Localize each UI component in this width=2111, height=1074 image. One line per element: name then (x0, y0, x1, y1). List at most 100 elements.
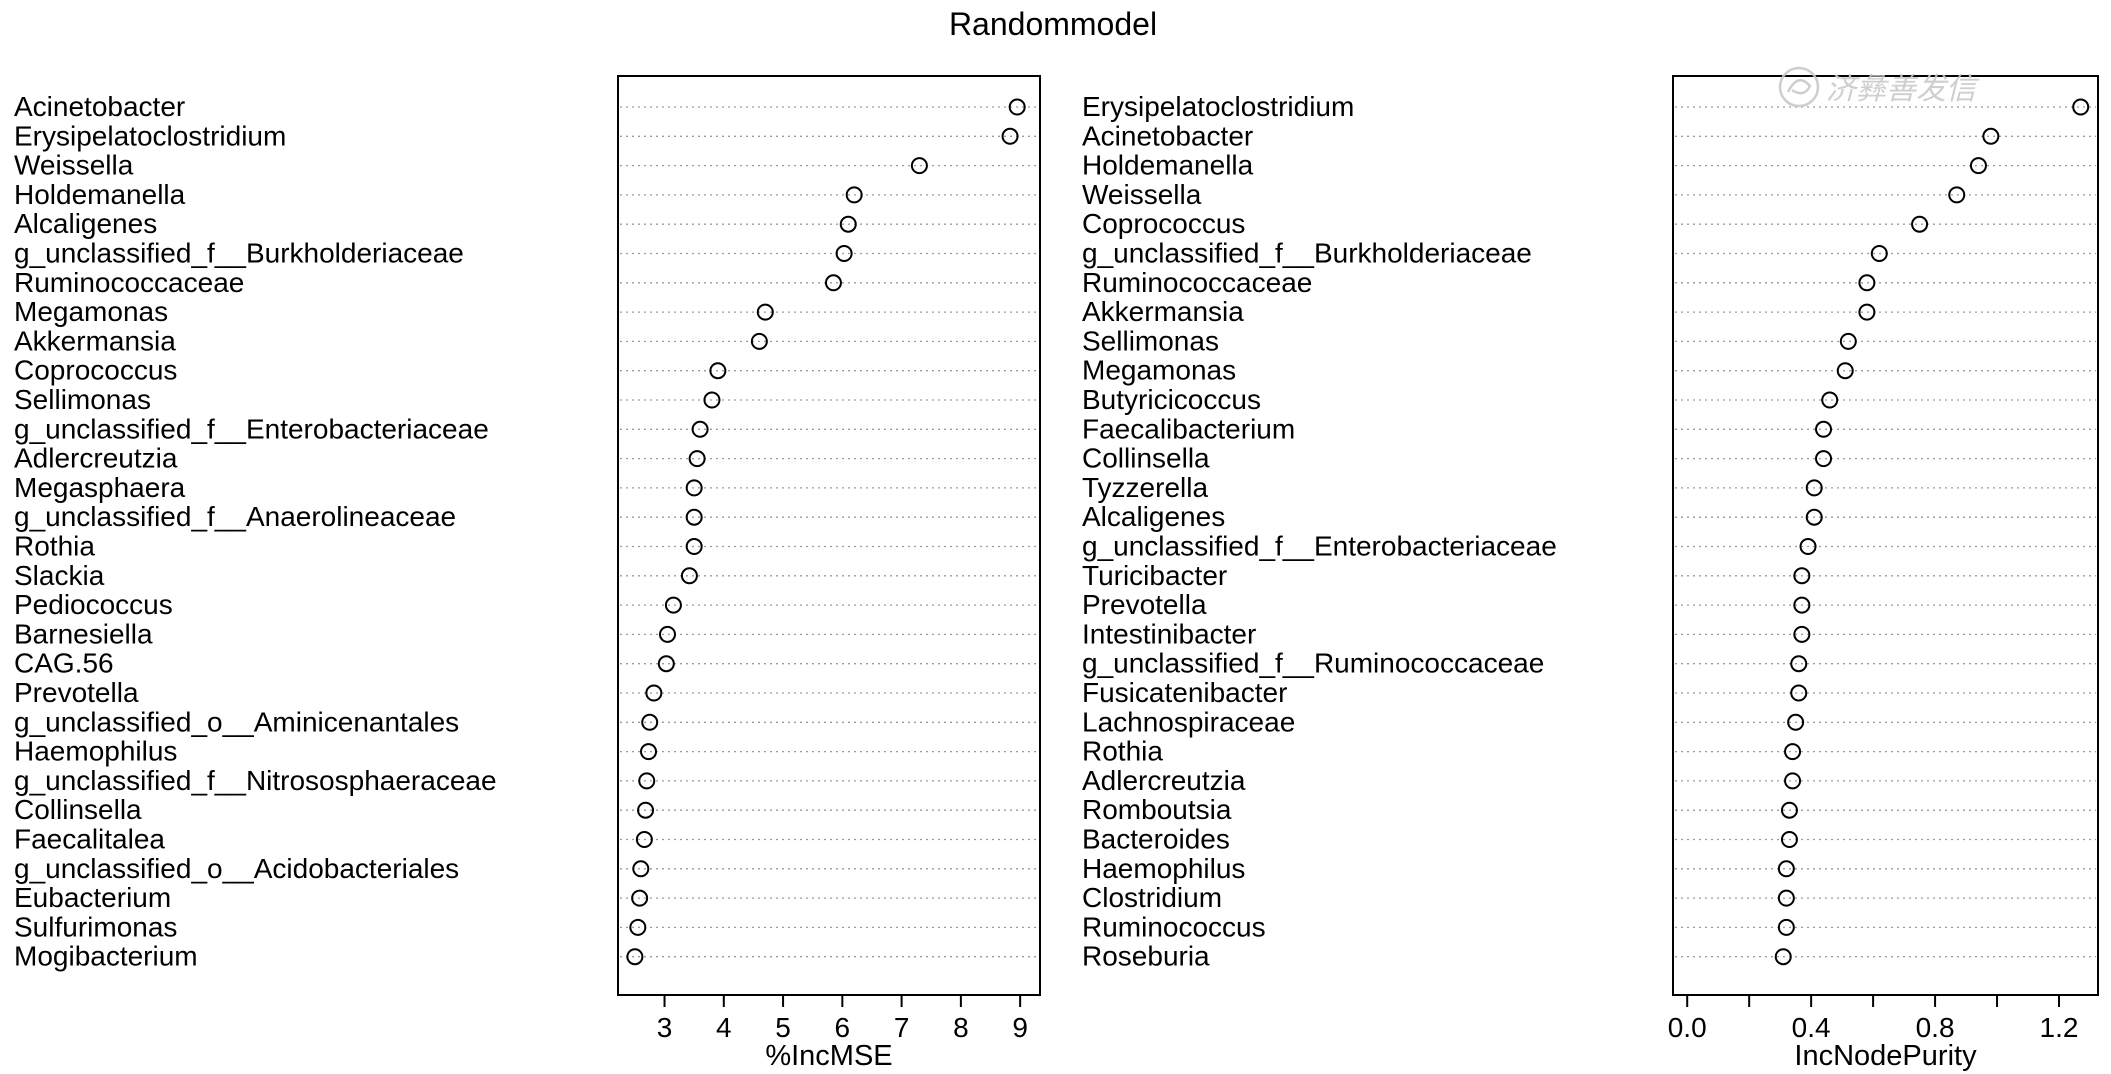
category-label: Romboutsia (1082, 794, 1232, 825)
data-point (1787, 713, 1805, 731)
category-label: Sellimonas (14, 384, 151, 415)
category-label: Sulfurimonas (14, 911, 177, 942)
data-point (824, 274, 842, 292)
data-point (703, 391, 721, 409)
data-point (632, 860, 650, 878)
data-point (685, 538, 703, 555)
data-point (645, 684, 663, 702)
data-point (756, 303, 774, 321)
x-tick-label: 5 (775, 1012, 791, 1043)
data-point (1784, 743, 1802, 761)
data-point (1858, 274, 1876, 292)
category-label: Weissella (1082, 179, 1202, 210)
data-point (680, 567, 698, 585)
data-point (1008, 98, 1026, 116)
category-label: Collinsella (1082, 443, 1210, 474)
category-label: Ruminococcus (1082, 911, 1266, 942)
category-label: Rothia (14, 531, 95, 562)
category-label: Erysipelatoclostridium (1082, 91, 1354, 122)
x-tick-label: 6 (835, 1012, 851, 1043)
data-point (1815, 420, 1833, 438)
category-label: Lachnospiraceae (1082, 706, 1295, 737)
x-tick-label: 4 (716, 1012, 732, 1043)
data-point (658, 625, 676, 643)
data-point (1836, 362, 1854, 380)
category-label: g_unclassified_f__Enterobacteriaceae (14, 413, 489, 444)
category-label: Alcaligenes (14, 208, 157, 239)
category-label: Prevotella (14, 677, 139, 708)
data-point (910, 157, 928, 175)
data-point (1777, 860, 1795, 878)
category-label: Megasphaera (14, 472, 186, 503)
chart-title: Randommodel (949, 6, 1157, 42)
data-point (1805, 508, 1823, 526)
category-label: Alcaligenes (1082, 501, 1225, 532)
category-label: g_unclassified_f__Burkholderiaceae (14, 238, 464, 269)
category-label: Acinetobacter (1082, 120, 1253, 151)
category-label: g_unclassified_f__Burkholderiaceae (1082, 238, 1532, 269)
x-tick-label: 0.0 (1668, 1012, 1707, 1043)
category-label: Fusicatenibacter (1082, 677, 1287, 708)
data-point (1780, 831, 1798, 848)
watermark-seal-swirl (1786, 79, 1812, 95)
category-label: Mogibacterium (14, 941, 198, 972)
data-point (1777, 889, 1795, 907)
data-point (1870, 245, 1888, 262)
data-point (1858, 303, 1876, 321)
data-point (688, 450, 706, 468)
data-point (640, 743, 658, 761)
data-point (1821, 391, 1839, 409)
data-point (685, 479, 703, 497)
plot-frame (617, 75, 1041, 996)
category-label: Holdemanella (14, 179, 186, 210)
category-label: Holdemanella (1082, 150, 1254, 181)
data-point (1799, 538, 1817, 555)
data-point (1780, 801, 1798, 819)
x-axis-label: IncNodePurity (1794, 1040, 1977, 1072)
data-point (1805, 479, 1823, 497)
data-point (1774, 948, 1792, 966)
category-label: Roseburia (1082, 941, 1210, 972)
data-point (641, 713, 659, 731)
category-label: Eubacterium (14, 882, 171, 913)
category-label: Collinsella (14, 794, 142, 825)
category-label: Slackia (14, 560, 105, 591)
category-label: Pediococcus (14, 589, 173, 620)
watermark-logo: 济彝善发信 (1778, 66, 1980, 108)
category-label: Barnesiella (14, 618, 153, 649)
x-tick-label: 3 (657, 1012, 673, 1043)
category-label: CAG.56 (14, 648, 114, 679)
category-label: Faecalibacterium (1082, 413, 1295, 444)
data-point (638, 772, 656, 790)
data-point (691, 420, 709, 438)
category-label: g_unclassified_f__Enterobacteriaceae (1082, 531, 1557, 562)
category-label: Megamonas (1082, 355, 1236, 386)
data-point (635, 831, 653, 848)
data-point (1793, 625, 1811, 643)
data-point (637, 801, 655, 819)
category-label: Megamonas (14, 296, 168, 327)
category-label: Turicibacter (1082, 560, 1227, 591)
data-point (1793, 596, 1811, 614)
data-point (1948, 186, 1966, 204)
data-point (2072, 98, 2090, 116)
category-label: Bacteroides (1082, 824, 1230, 855)
data-point (835, 245, 853, 262)
data-point (657, 655, 675, 673)
category-label: Haemophilus (14, 736, 177, 767)
data-point (839, 215, 857, 233)
watermark-text: 济彝善发信 (1826, 72, 1980, 107)
x-tick-label: 0.4 (1792, 1012, 1831, 1043)
data-point (664, 596, 682, 614)
category-label: g_unclassified_f__Anaerolineaceae (14, 501, 456, 532)
x-tick-label: 1.2 (2040, 1012, 2079, 1043)
category-label: Faecalitalea (14, 824, 165, 855)
category-label: Adlercreutzia (1082, 765, 1246, 796)
category-label: Tyzzerella (1082, 472, 1208, 503)
data-point (1790, 655, 1808, 673)
data-point (1001, 127, 1019, 145)
category-label: Prevotella (1082, 589, 1207, 620)
x-tick-label: 9 (1012, 1012, 1028, 1043)
x-axis-label: %IncMSE (765, 1040, 892, 1072)
data-point (1969, 157, 1987, 175)
